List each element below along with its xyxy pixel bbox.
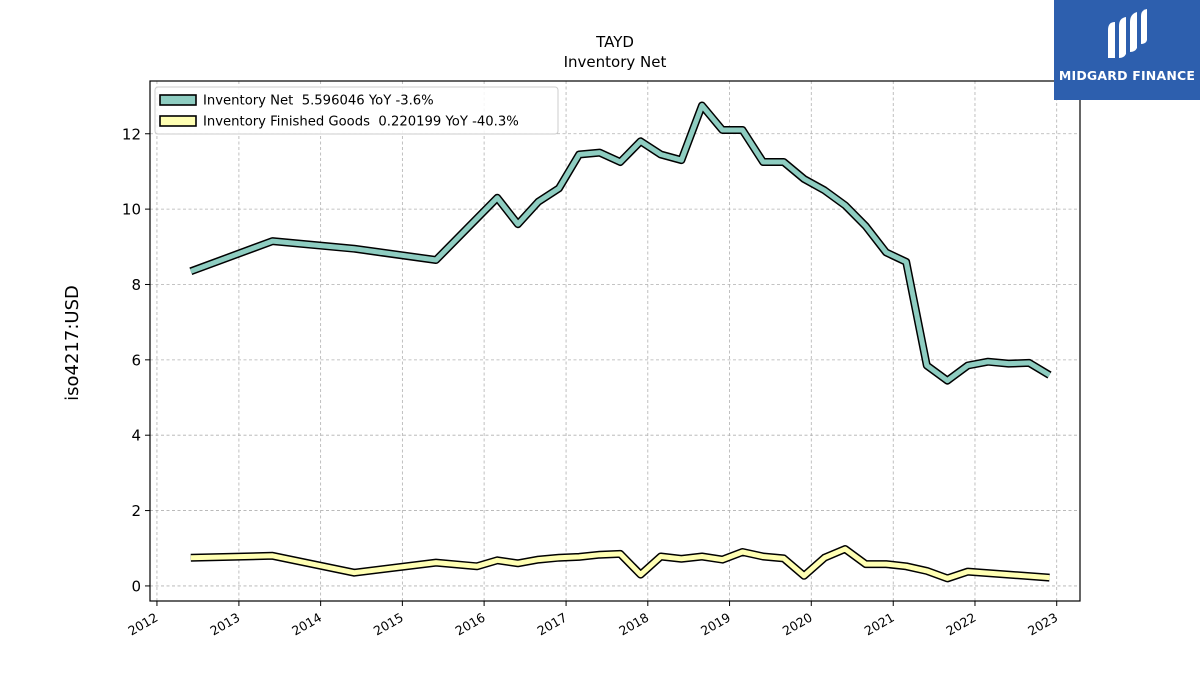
y-tick-label: 2 xyxy=(131,502,141,520)
legend-label-inventory-net: Inventory Net 5.596046 YoY -3.6% xyxy=(203,94,434,109)
x-tick-label: 2016 xyxy=(453,610,488,639)
x-tick-label: 2020 xyxy=(780,610,815,639)
x-tick-label: 2023 xyxy=(1025,610,1060,639)
x-tick-label: 2019 xyxy=(698,610,733,639)
brand-name: MIDGARD FINANCE xyxy=(1058,68,1196,83)
chart-title: TAYD xyxy=(595,33,634,51)
plot-area-frame xyxy=(149,80,1081,602)
series-line-inventory-net xyxy=(189,103,1051,384)
legend-swatch-inventory-net xyxy=(159,94,197,106)
y-tick-label: 4 xyxy=(131,427,141,445)
x-tick-label: 2014 xyxy=(289,610,324,639)
y-tick-label: 12 xyxy=(122,125,141,143)
brand-logo: MIDGARD FINANCE xyxy=(1054,0,1200,100)
midgard-logo-icon xyxy=(1108,9,1147,58)
x-tick-label: 2017 xyxy=(535,610,570,639)
y-tick-label: 6 xyxy=(131,351,141,369)
x-tick-label: 2018 xyxy=(616,610,651,639)
legend-label-inventory-finished-goods: Inventory Finished Goods 0.220199 YoY -4… xyxy=(203,115,519,130)
legend-swatch-inventory-finished-goods xyxy=(159,115,197,127)
x-tick-label: 2022 xyxy=(943,610,978,639)
series-line-inventory-finished-goods xyxy=(190,546,1050,581)
y-tick-label: 0 xyxy=(131,577,141,595)
x-tick-label: 2012 xyxy=(125,610,160,639)
legend: Inventory Net 5.596046 YoY -3.6% Invento… xyxy=(154,86,559,135)
x-tick-label: 2015 xyxy=(371,610,406,639)
series-lines xyxy=(189,101,1052,583)
chart-subtitle: Inventory Net xyxy=(564,53,667,71)
y-axis-label: iso4217:USD xyxy=(62,285,83,401)
legend-frame xyxy=(154,86,559,135)
axis-ticks: 0 2 4 6 8 10 12 2012 2013 2014 2015 2016 2017 2018 201… xyxy=(122,125,1060,638)
x-tick-label: 2021 xyxy=(862,610,897,639)
y-tick-label: 8 xyxy=(131,276,141,294)
x-tick-label: 2013 xyxy=(207,610,242,639)
y-tick-label: 10 xyxy=(122,201,141,219)
